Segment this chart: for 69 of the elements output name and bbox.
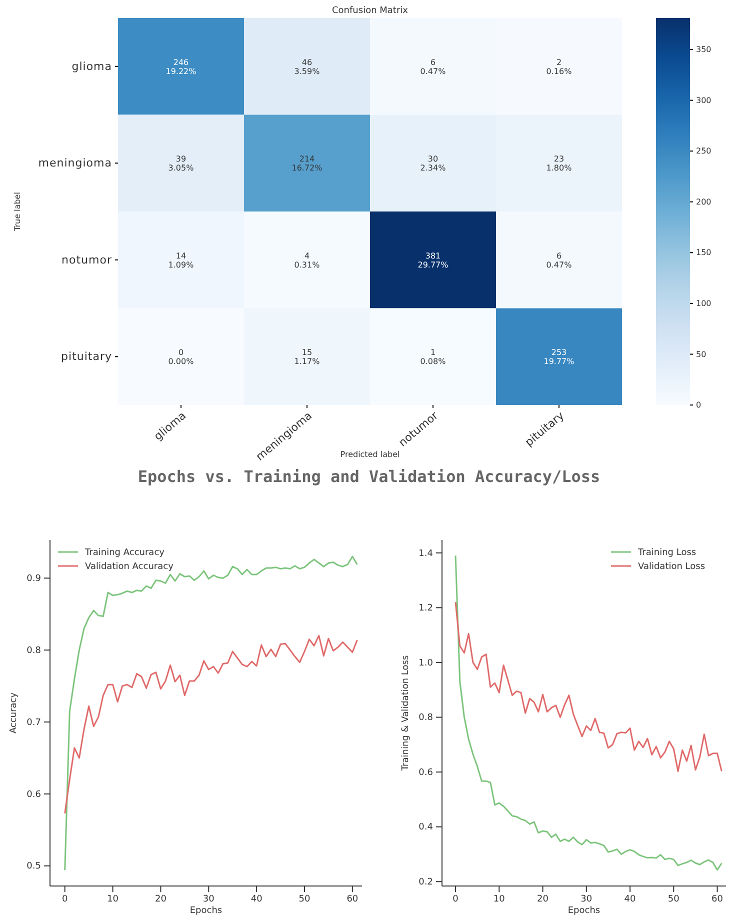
color-bar-label: 250	[696, 146, 712, 156]
data-label: 1 0.08%	[420, 348, 446, 366]
y-tick-label: 0.9	[26, 574, 42, 584]
y-tick-label: 0.8	[26, 646, 42, 656]
x-tick-label: 50	[668, 894, 680, 904]
data-label: 6 0.47%	[546, 251, 572, 270]
legend-label: Training Loss	[637, 548, 696, 558]
x-tick-label: 60	[346, 894, 358, 904]
x-tick-label: 0	[62, 894, 68, 904]
y-tick-label: meningioma	[38, 156, 112, 170]
x-tick-label: 10	[107, 894, 119, 904]
legend-label: Validation Loss	[638, 562, 706, 572]
y-tick-label: 1.2	[418, 604, 433, 614]
legend-label: Training Accuracy	[84, 548, 166, 558]
color-bar-label: 300	[696, 96, 712, 105]
y-tick-label: 0.6	[26, 790, 42, 800]
data-label: 246 19.22%	[166, 58, 197, 76]
x-tick-label: 60	[712, 894, 724, 904]
color-bar-label: 200	[696, 197, 712, 206]
legend-label: Validation Accuracy	[85, 562, 174, 572]
x-tick-label: 30	[202, 894, 215, 904]
y-tick-label: 0.8	[418, 713, 434, 724]
x-tick-label: 40	[624, 894, 636, 904]
x-tick-label: 50	[298, 894, 310, 904]
x-tick-label: 0	[452, 894, 459, 904]
line-series	[454, 601, 722, 772]
x-axis-title: Epochs	[568, 906, 600, 916]
y-tick-label: 0.2	[418, 877, 433, 888]
data-label: 39 3.05%	[168, 154, 194, 173]
y-tick-label: 0.6	[418, 768, 434, 778]
data-label: 381 29.77%	[418, 251, 449, 270]
color-bar-label: 0	[696, 400, 702, 410]
color-bar-label: 150	[696, 248, 712, 258]
data-label: 253 19.77%	[544, 348, 575, 366]
chart-title: Epochs vs. Training and Validation Accuracy/Loss	[138, 467, 600, 486]
y-tick-label: pituitary	[61, 350, 112, 364]
data-label: 15 1.17%	[294, 348, 320, 366]
data-label: 0 0.00%	[168, 348, 194, 366]
y-axis-title: Accuracy	[9, 692, 19, 734]
y-tick-label: 1.0	[418, 658, 434, 668]
y-axis-title: True label	[13, 192, 22, 232]
y-tick-label: glioma	[72, 60, 112, 73]
data-label: 30 2.34%	[420, 154, 446, 173]
data-label: 6 0.47%	[420, 58, 446, 76]
x-tick-label: 20	[154, 894, 167, 904]
line-series	[64, 556, 358, 871]
chart-title: Confusion Matrix	[332, 6, 409, 16]
data-label: 2 0.16%	[546, 58, 572, 76]
x-axis-title: Predicted label	[340, 450, 400, 459]
x-tick-label: 10	[493, 894, 506, 904]
data-label: 4 0.31%	[294, 251, 320, 270]
data-label: 14 1.09%	[168, 251, 194, 270]
x-tick-label: 40	[250, 894, 263, 904]
y-tick-label: 0.7	[26, 718, 41, 728]
color-bar-label: 50	[696, 350, 706, 359]
data-label: 23 1.80%	[546, 154, 572, 173]
y-axis-title: Training & Validation Loss	[401, 655, 411, 772]
data-label: 46 3.59%	[294, 58, 320, 76]
color-bar-label: 100	[696, 298, 712, 308]
x-tick-label: 30	[580, 894, 592, 904]
data-label: 214 16.72%	[292, 154, 323, 173]
x-tick-label: 20	[537, 894, 549, 904]
color-bar-label: 350	[696, 45, 712, 54]
line-series	[64, 634, 358, 814]
x-axis-title: Epochs	[190, 906, 222, 916]
y-tick-label: 0.4	[418, 822, 434, 833]
y-tick-label: notumor	[62, 253, 112, 266]
y-tick-label: 0.5	[26, 862, 41, 872]
y-tick-label: 1.4	[418, 548, 434, 559]
